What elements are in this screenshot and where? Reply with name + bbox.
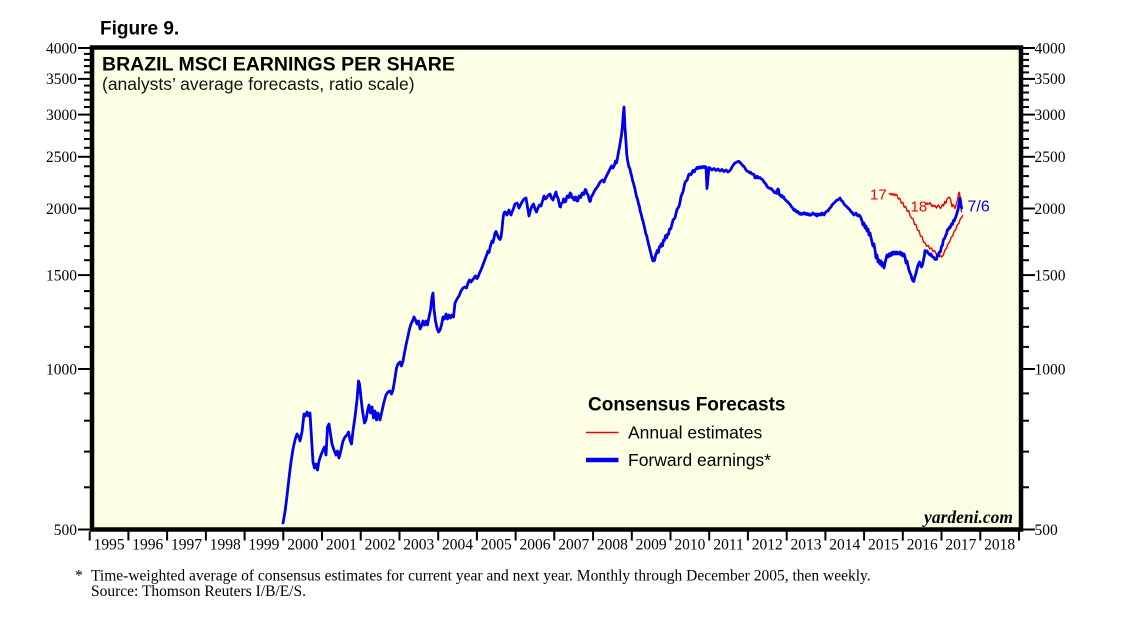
svg-text:Time-weighted average of conse: Time-weighted average of consensus estim… — [91, 568, 871, 585]
svg-text:2010: 2010 — [674, 537, 705, 554]
svg-text:2500: 2500 — [1035, 149, 1066, 166]
svg-text:BRAZIL MSCI EARNINGS PER SHARE: BRAZIL MSCI EARNINGS PER SHARE — [102, 54, 455, 76]
svg-text:4000: 4000 — [1035, 40, 1066, 57]
svg-text:2017: 2017 — [945, 537, 976, 554]
svg-text:Forward earnings*: Forward earnings* — [628, 450, 771, 470]
svg-text:4000: 4000 — [46, 40, 77, 57]
svg-text:2500: 2500 — [46, 149, 77, 166]
svg-text:2001: 2001 — [326, 537, 357, 554]
svg-text:2005: 2005 — [481, 537, 512, 554]
svg-text:2015: 2015 — [868, 537, 899, 554]
svg-text:Consensus Forecasts: Consensus Forecasts — [588, 395, 785, 416]
svg-text:Figure 9.: Figure 9. — [100, 19, 179, 40]
svg-text:7/6: 7/6 — [968, 199, 990, 216]
svg-text:1000: 1000 — [1035, 361, 1066, 378]
svg-text:2013: 2013 — [791, 537, 822, 554]
svg-text:Annual estimates: Annual estimates — [628, 423, 762, 443]
svg-text:3000: 3000 — [1035, 107, 1066, 124]
svg-text:*: * — [75, 568, 83, 585]
svg-text:18: 18 — [911, 199, 928, 216]
svg-text:2004: 2004 — [442, 537, 473, 554]
svg-text:1997: 1997 — [171, 537, 202, 554]
svg-text:1998: 1998 — [210, 537, 241, 554]
svg-text:17: 17 — [870, 187, 887, 204]
svg-text:2008: 2008 — [597, 537, 628, 554]
svg-text:1999: 1999 — [248, 537, 279, 554]
svg-text:2012: 2012 — [752, 537, 783, 554]
svg-text:2007: 2007 — [558, 537, 589, 554]
svg-text:3500: 3500 — [1035, 71, 1066, 88]
svg-text:2016: 2016 — [907, 537, 938, 554]
svg-text:2014: 2014 — [829, 537, 860, 554]
svg-text:3000: 3000 — [46, 107, 77, 124]
svg-text:2006: 2006 — [520, 537, 551, 554]
svg-text:1996: 1996 — [132, 537, 163, 554]
svg-text:1995: 1995 — [94, 537, 125, 554]
svg-text:2018: 2018 — [984, 537, 1015, 554]
svg-text:3500: 3500 — [46, 71, 77, 88]
svg-text:1500: 1500 — [1035, 267, 1066, 284]
svg-text:1000: 1000 — [46, 361, 77, 378]
svg-text:2011: 2011 — [713, 537, 743, 554]
svg-text:2002: 2002 — [365, 537, 396, 554]
svg-text:Source: Thomson Reuters I/B/E/: Source: Thomson Reuters I/B/E/S. — [91, 583, 306, 600]
svg-text:2000: 2000 — [46, 201, 77, 218]
svg-text:yardeni.com: yardeni.com — [922, 507, 1013, 527]
svg-text:2000: 2000 — [287, 537, 318, 554]
svg-text:500: 500 — [54, 522, 78, 539]
svg-text:2003: 2003 — [403, 537, 434, 554]
svg-text:2000: 2000 — [1035, 201, 1066, 218]
svg-text:1500: 1500 — [46, 267, 77, 284]
svg-text:2009: 2009 — [636, 537, 667, 554]
svg-text:500: 500 — [1035, 522, 1059, 539]
svg-text:(analysts’ average forecasts,: (analysts’ average forecasts, ratio scal… — [102, 74, 415, 94]
